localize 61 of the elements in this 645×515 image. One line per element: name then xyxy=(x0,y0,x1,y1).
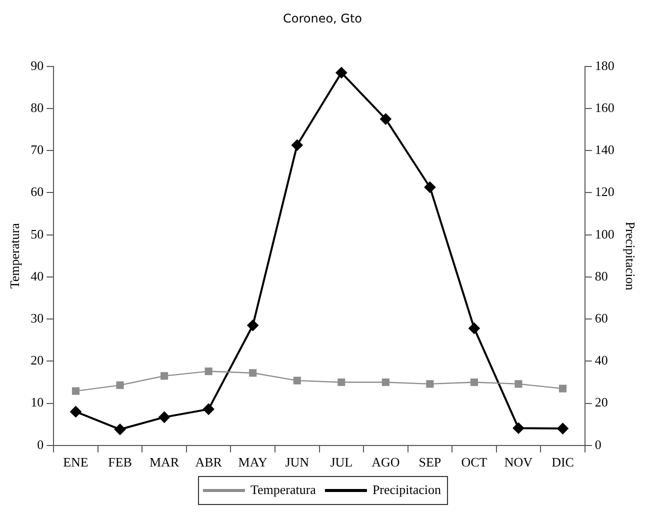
point xyxy=(72,387,80,395)
point xyxy=(336,67,347,78)
y2-tick-label: 40 xyxy=(594,352,608,368)
point xyxy=(338,378,346,386)
x-tick-label: ABR xyxy=(195,454,222,470)
point xyxy=(160,372,168,380)
legend-label: Temperatura xyxy=(250,482,316,497)
x-tick-label: JUL xyxy=(330,454,353,470)
y2-tick-label: 20 xyxy=(594,394,608,410)
y-tick-label: 20 xyxy=(30,352,44,368)
point xyxy=(424,182,436,193)
y2-tick-label: 180 xyxy=(594,58,614,73)
y2-tick-label: 60 xyxy=(594,310,608,326)
x-tick-label: MAY xyxy=(238,454,268,470)
point xyxy=(116,381,124,389)
x-tick-label: JUN xyxy=(285,454,310,470)
y-tick-label: 30 xyxy=(30,310,44,326)
point xyxy=(558,384,567,392)
y2-tick-label: 0 xyxy=(594,436,602,452)
point xyxy=(247,320,258,331)
y2-tick-label: 80 xyxy=(594,268,608,284)
y-tick-label: 0 xyxy=(37,436,44,452)
point xyxy=(249,369,257,377)
y2-tick-label: 100 xyxy=(594,226,614,242)
y-tick-label: 90 xyxy=(30,58,44,73)
chart-title: Coroneo, Gto xyxy=(282,11,362,26)
x-tick-label: SEP xyxy=(418,454,442,470)
y2-axis-title: Precipitacion xyxy=(622,222,638,291)
x-tick-label: OCT xyxy=(461,454,488,470)
point xyxy=(380,114,392,125)
y-tick-label: 10 xyxy=(30,394,44,410)
y-tick-label: 80 xyxy=(30,100,44,115)
x-tick-label: NOV xyxy=(504,454,534,470)
x-tick-label: FEB xyxy=(108,454,132,470)
legend-label: Precipitacion xyxy=(372,482,442,497)
y2-tick-label: 140 xyxy=(594,142,614,158)
y-tick-label: 70 xyxy=(30,142,44,158)
point xyxy=(292,140,303,151)
point xyxy=(293,376,301,384)
y-tick-label: 40 xyxy=(30,268,44,284)
point xyxy=(514,380,522,388)
point xyxy=(382,378,390,386)
point xyxy=(114,424,126,435)
point xyxy=(470,378,478,386)
y2-tick-label: 120 xyxy=(594,184,614,200)
x-tick-label: MAR xyxy=(149,454,180,470)
x-tick-label: AGO xyxy=(372,454,400,470)
y-tick-label: 60 xyxy=(30,184,44,200)
point xyxy=(203,404,214,415)
point xyxy=(426,380,434,388)
point xyxy=(158,412,170,423)
point xyxy=(70,406,82,418)
x-tick-label: ENE xyxy=(63,454,88,470)
y-axis-title: Temperatura xyxy=(7,222,22,289)
point xyxy=(204,368,212,376)
x-tick-label: DIC xyxy=(552,454,574,470)
point xyxy=(512,422,524,434)
point xyxy=(468,322,480,334)
point xyxy=(557,423,568,434)
y2-tick-label: 160 xyxy=(594,100,614,115)
y-tick-label: 50 xyxy=(30,226,44,242)
